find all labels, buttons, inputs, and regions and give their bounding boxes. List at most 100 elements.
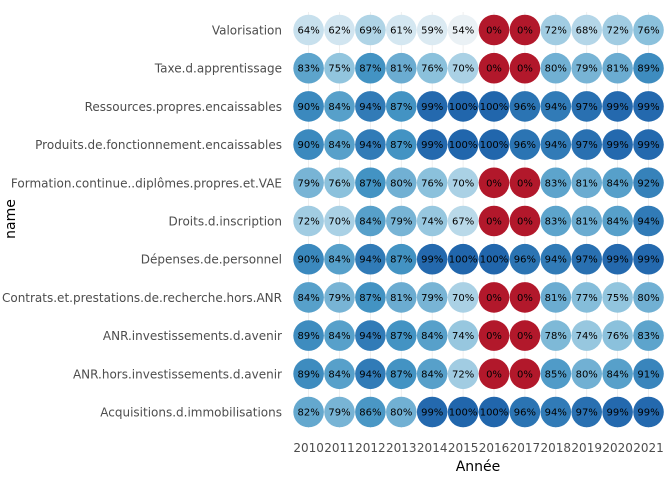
y-tick-label: Contrats.et.prestations.de.recherche.hor… bbox=[2, 291, 282, 305]
heatmap-cell bbox=[509, 320, 541, 351]
cell-value-label: 97% bbox=[576, 408, 598, 419]
cell-value-label: 0% bbox=[486, 64, 502, 75]
heatmap-cell bbox=[386, 91, 417, 122]
heatmap-cell bbox=[416, 167, 448, 199]
heatmap-cell bbox=[540, 358, 572, 390]
heatmap-cell bbox=[571, 282, 602, 313]
x-tick-label: 2019 bbox=[571, 441, 602, 455]
cell-value-label: 100% bbox=[449, 140, 478, 151]
x-axis-title: Année bbox=[456, 459, 501, 475]
cell-value-label: 84% bbox=[328, 102, 350, 113]
cell-value-label: 81% bbox=[606, 64, 628, 75]
cell-value-label: 99% bbox=[421, 255, 443, 266]
cell-value-label: 99% bbox=[606, 102, 628, 113]
cell-value-label: 72% bbox=[297, 217, 319, 228]
cell-value-label: 76% bbox=[606, 331, 628, 342]
cell-value-label: 94% bbox=[359, 369, 381, 380]
heatmap-cell bbox=[447, 14, 479, 46]
y-tick-label: Ressources.propres.encaissables bbox=[85, 100, 282, 114]
cell-value-label: 90% bbox=[297, 102, 319, 113]
heatmap-cell bbox=[540, 243, 572, 275]
x-tick-labels: 2010 2011 2012 2013 2014 2015 2016 2017 2018 2019… bbox=[293, 441, 663, 455]
heatmap-cell bbox=[602, 52, 633, 84]
heatmap-cell bbox=[355, 91, 386, 122]
cell-value-label: 70% bbox=[452, 64, 474, 75]
x-tick-label: 2014 bbox=[417, 441, 448, 455]
heatmap-cell bbox=[602, 205, 633, 237]
heatmap-cell bbox=[416, 205, 448, 237]
cell-value-label: 87% bbox=[359, 178, 381, 189]
cell-value-label: 72% bbox=[452, 369, 474, 380]
heatmap-cell bbox=[478, 243, 510, 275]
cell-value-label: 79% bbox=[421, 293, 443, 304]
heatmap-cell bbox=[355, 205, 386, 237]
cell-value-label: 99% bbox=[637, 255, 659, 266]
cell-value-label: 87% bbox=[390, 255, 412, 266]
heatmap-cell bbox=[602, 396, 633, 428]
cell-value-label: 81% bbox=[390, 64, 412, 75]
cell-value-label: 74% bbox=[576, 331, 598, 342]
cell-value-label: 79% bbox=[297, 178, 319, 189]
cell-value-label: 99% bbox=[637, 408, 659, 419]
cell-value-label: 94% bbox=[545, 255, 567, 266]
heatmap-cell bbox=[540, 396, 572, 428]
cell-value-label: 0% bbox=[517, 217, 533, 228]
cell-value-label: 84% bbox=[606, 217, 628, 228]
x-tick-label: 2017 bbox=[510, 441, 541, 455]
heatmap-cell bbox=[324, 167, 355, 199]
heatmap-cell bbox=[571, 167, 602, 199]
heatmap-cell bbox=[633, 91, 664, 122]
heatmap-cell bbox=[633, 14, 664, 46]
heatmap-cell bbox=[293, 243, 324, 275]
y-tick-label: Valorisation bbox=[212, 24, 282, 38]
heatmap-cell bbox=[633, 167, 664, 199]
cell-value-label: 87% bbox=[390, 369, 412, 380]
cell-value-label: 94% bbox=[637, 217, 659, 228]
cell-value-label: 84% bbox=[421, 369, 443, 380]
heatmap-cell bbox=[540, 205, 572, 237]
cell-value-label: 76% bbox=[421, 64, 443, 75]
heatmap-cell bbox=[571, 396, 602, 428]
cell-value-label: 84% bbox=[328, 140, 350, 151]
cell-value-label: 81% bbox=[545, 293, 567, 304]
cell-value-label: 0% bbox=[517, 369, 533, 380]
heatmap-cell bbox=[571, 14, 602, 46]
cell-value-label: 0% bbox=[517, 26, 533, 37]
heatmap-cell bbox=[509, 243, 541, 275]
heatmap-cell bbox=[633, 52, 664, 84]
cell-value-label: 94% bbox=[359, 102, 381, 113]
heatmap-cell bbox=[478, 396, 510, 428]
cell-value-label: 78% bbox=[545, 331, 567, 342]
y-tick-label: ANR.hors.investissements.d.avenir bbox=[73, 367, 282, 381]
heatmap-cell bbox=[293, 282, 324, 313]
heatmap-cell bbox=[478, 167, 510, 199]
heatmap-cell bbox=[602, 282, 633, 313]
cell-value-label: 87% bbox=[359, 64, 381, 75]
cell-value-label: 89% bbox=[297, 331, 319, 342]
heatmap-cell bbox=[447, 396, 479, 428]
heatmap-cell bbox=[416, 14, 448, 46]
cell-value-label: 100% bbox=[480, 255, 509, 266]
heatmap-cell bbox=[355, 282, 386, 313]
cell-value-label: 80% bbox=[576, 369, 598, 380]
cell-value-label: 94% bbox=[545, 140, 567, 151]
heatmap-cell bbox=[602, 91, 633, 122]
cell-value-label: 90% bbox=[297, 255, 319, 266]
cell-value-label: 100% bbox=[480, 102, 509, 113]
heatmap-cell bbox=[509, 358, 541, 390]
cell-value-label: 92% bbox=[637, 178, 659, 189]
heatmap-cell bbox=[478, 129, 510, 160]
heatmap-cell bbox=[447, 167, 479, 199]
cell-value-label: 96% bbox=[514, 255, 536, 266]
cell-value-label: 79% bbox=[390, 217, 412, 228]
heatmap-cell bbox=[293, 396, 324, 428]
cell-value-label: 83% bbox=[297, 64, 319, 75]
cell-value-label: 81% bbox=[390, 293, 412, 304]
heatmap-cell bbox=[386, 358, 417, 390]
heatmap-cell bbox=[571, 91, 602, 122]
cell-value-label: 70% bbox=[328, 217, 350, 228]
heatmap-cell bbox=[478, 14, 510, 46]
cell-value-label: 72% bbox=[545, 26, 567, 37]
cell-value-label: 99% bbox=[637, 102, 659, 113]
heatmap-cell bbox=[416, 129, 448, 160]
